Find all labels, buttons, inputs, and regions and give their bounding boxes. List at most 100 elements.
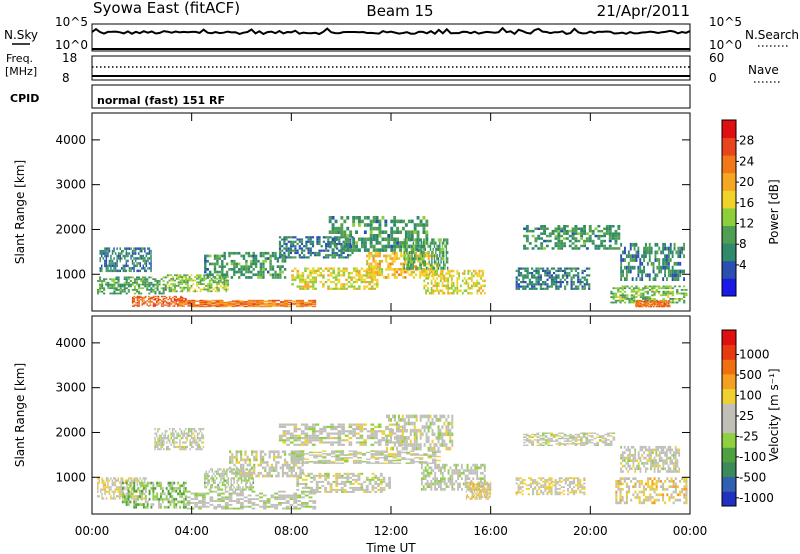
power-cell — [544, 283, 547, 286]
power-cell — [223, 286, 226, 289]
power-cell — [254, 259, 258, 263]
power-cell — [349, 238, 352, 241]
velocity-cell — [288, 469, 291, 472]
velocity-cell — [137, 487, 139, 490]
power-cell — [300, 256, 304, 259]
velocity-cell — [98, 477, 100, 480]
nave-right-bottom-tick: 0 — [709, 71, 717, 85]
power-cell — [262, 254, 265, 258]
velocity-cell — [242, 479, 244, 482]
velocity-cell — [207, 472, 209, 475]
power-cell — [548, 269, 551, 272]
power-cell — [443, 260, 445, 264]
power-cell — [463, 277, 466, 280]
power-cell — [121, 285, 124, 288]
velocity-cell — [99, 488, 102, 491]
power-cell — [144, 269, 146, 273]
power-cell — [318, 254, 321, 257]
power-cell — [617, 287, 620, 290]
power-cell — [187, 303, 192, 305]
power-cell — [138, 278, 141, 281]
velocity-cell — [319, 439, 323, 442]
velocity-cell — [352, 450, 358, 452]
velocity-cell — [213, 507, 218, 510]
power-cell — [107, 267, 109, 270]
power-cell — [620, 258, 623, 262]
power-cell — [152, 296, 155, 299]
velocity-cell — [169, 487, 172, 490]
power-cell — [133, 287, 136, 290]
velocity-cell — [139, 492, 141, 496]
power-cell — [544, 281, 547, 284]
power-cell — [349, 234, 353, 238]
power-cell — [183, 276, 185, 278]
velocity-cell — [313, 461, 318, 463]
power-cell — [664, 242, 666, 247]
power-cell — [433, 260, 436, 264]
velocity-cell — [221, 500, 225, 502]
power-cell — [627, 269, 630, 274]
velocity-cell — [175, 503, 178, 506]
power-cell — [531, 229, 535, 233]
power-cell — [548, 272, 551, 275]
velocity-cell — [259, 450, 262, 454]
power-cell — [289, 236, 293, 239]
velocity-cell — [237, 477, 240, 480]
power-cell — [168, 290, 171, 293]
power-cell — [393, 248, 397, 252]
velocity-cell — [259, 492, 263, 495]
power-cell — [346, 216, 350, 220]
power-cell — [250, 265, 253, 268]
power-cell — [369, 237, 373, 242]
velocity-cell — [167, 505, 170, 509]
power-cell — [281, 238, 284, 241]
velocity-cell — [189, 443, 191, 446]
power-cell — [550, 278, 553, 281]
power-cell — [119, 287, 122, 290]
velocity-cell — [171, 432, 174, 435]
power-cell — [131, 252, 134, 255]
velocity-cell — [105, 477, 108, 480]
velocity-cell — [270, 496, 275, 499]
power-cell — [233, 251, 236, 255]
power-cell — [546, 274, 549, 277]
power-cell — [370, 262, 373, 266]
velocity-cell — [326, 462, 331, 464]
power-cell — [105, 252, 108, 255]
power-cell — [648, 277, 651, 281]
power-cell — [212, 281, 215, 284]
power-cell — [642, 298, 645, 300]
velocity-cell — [137, 497, 139, 501]
velocity-cell — [141, 495, 143, 498]
velocity-cell — [268, 455, 271, 459]
power-cell — [524, 274, 527, 277]
velocity-cell — [273, 455, 276, 459]
power-cell — [471, 284, 473, 288]
power-cell — [105, 267, 108, 270]
velocity-cell — [220, 479, 222, 482]
power-cell — [164, 295, 166, 298]
power-cell — [283, 251, 286, 255]
velocity-cell — [104, 490, 106, 493]
power-cell — [280, 303, 284, 305]
velocity-cell — [311, 425, 316, 428]
velocity-cell — [405, 462, 411, 464]
power-cell — [119, 252, 121, 255]
power-cell — [365, 285, 369, 288]
power-cell — [653, 298, 656, 300]
velocity-cell — [144, 505, 147, 509]
velocity-cell — [235, 455, 238, 459]
power-cell — [154, 297, 156, 300]
power-cell — [194, 288, 196, 291]
velocity-cell — [158, 505, 160, 509]
power-cell — [445, 287, 448, 290]
velocity-cell — [282, 502, 286, 504]
power-cell — [608, 229, 612, 233]
power-cell — [662, 300, 665, 302]
velocity-cell — [301, 496, 305, 499]
power-cell — [324, 281, 328, 284]
power-cell — [583, 227, 586, 230]
velocity-cell — [132, 497, 134, 500]
power-cell — [395, 270, 398, 274]
velocity-cell — [335, 450, 340, 452]
